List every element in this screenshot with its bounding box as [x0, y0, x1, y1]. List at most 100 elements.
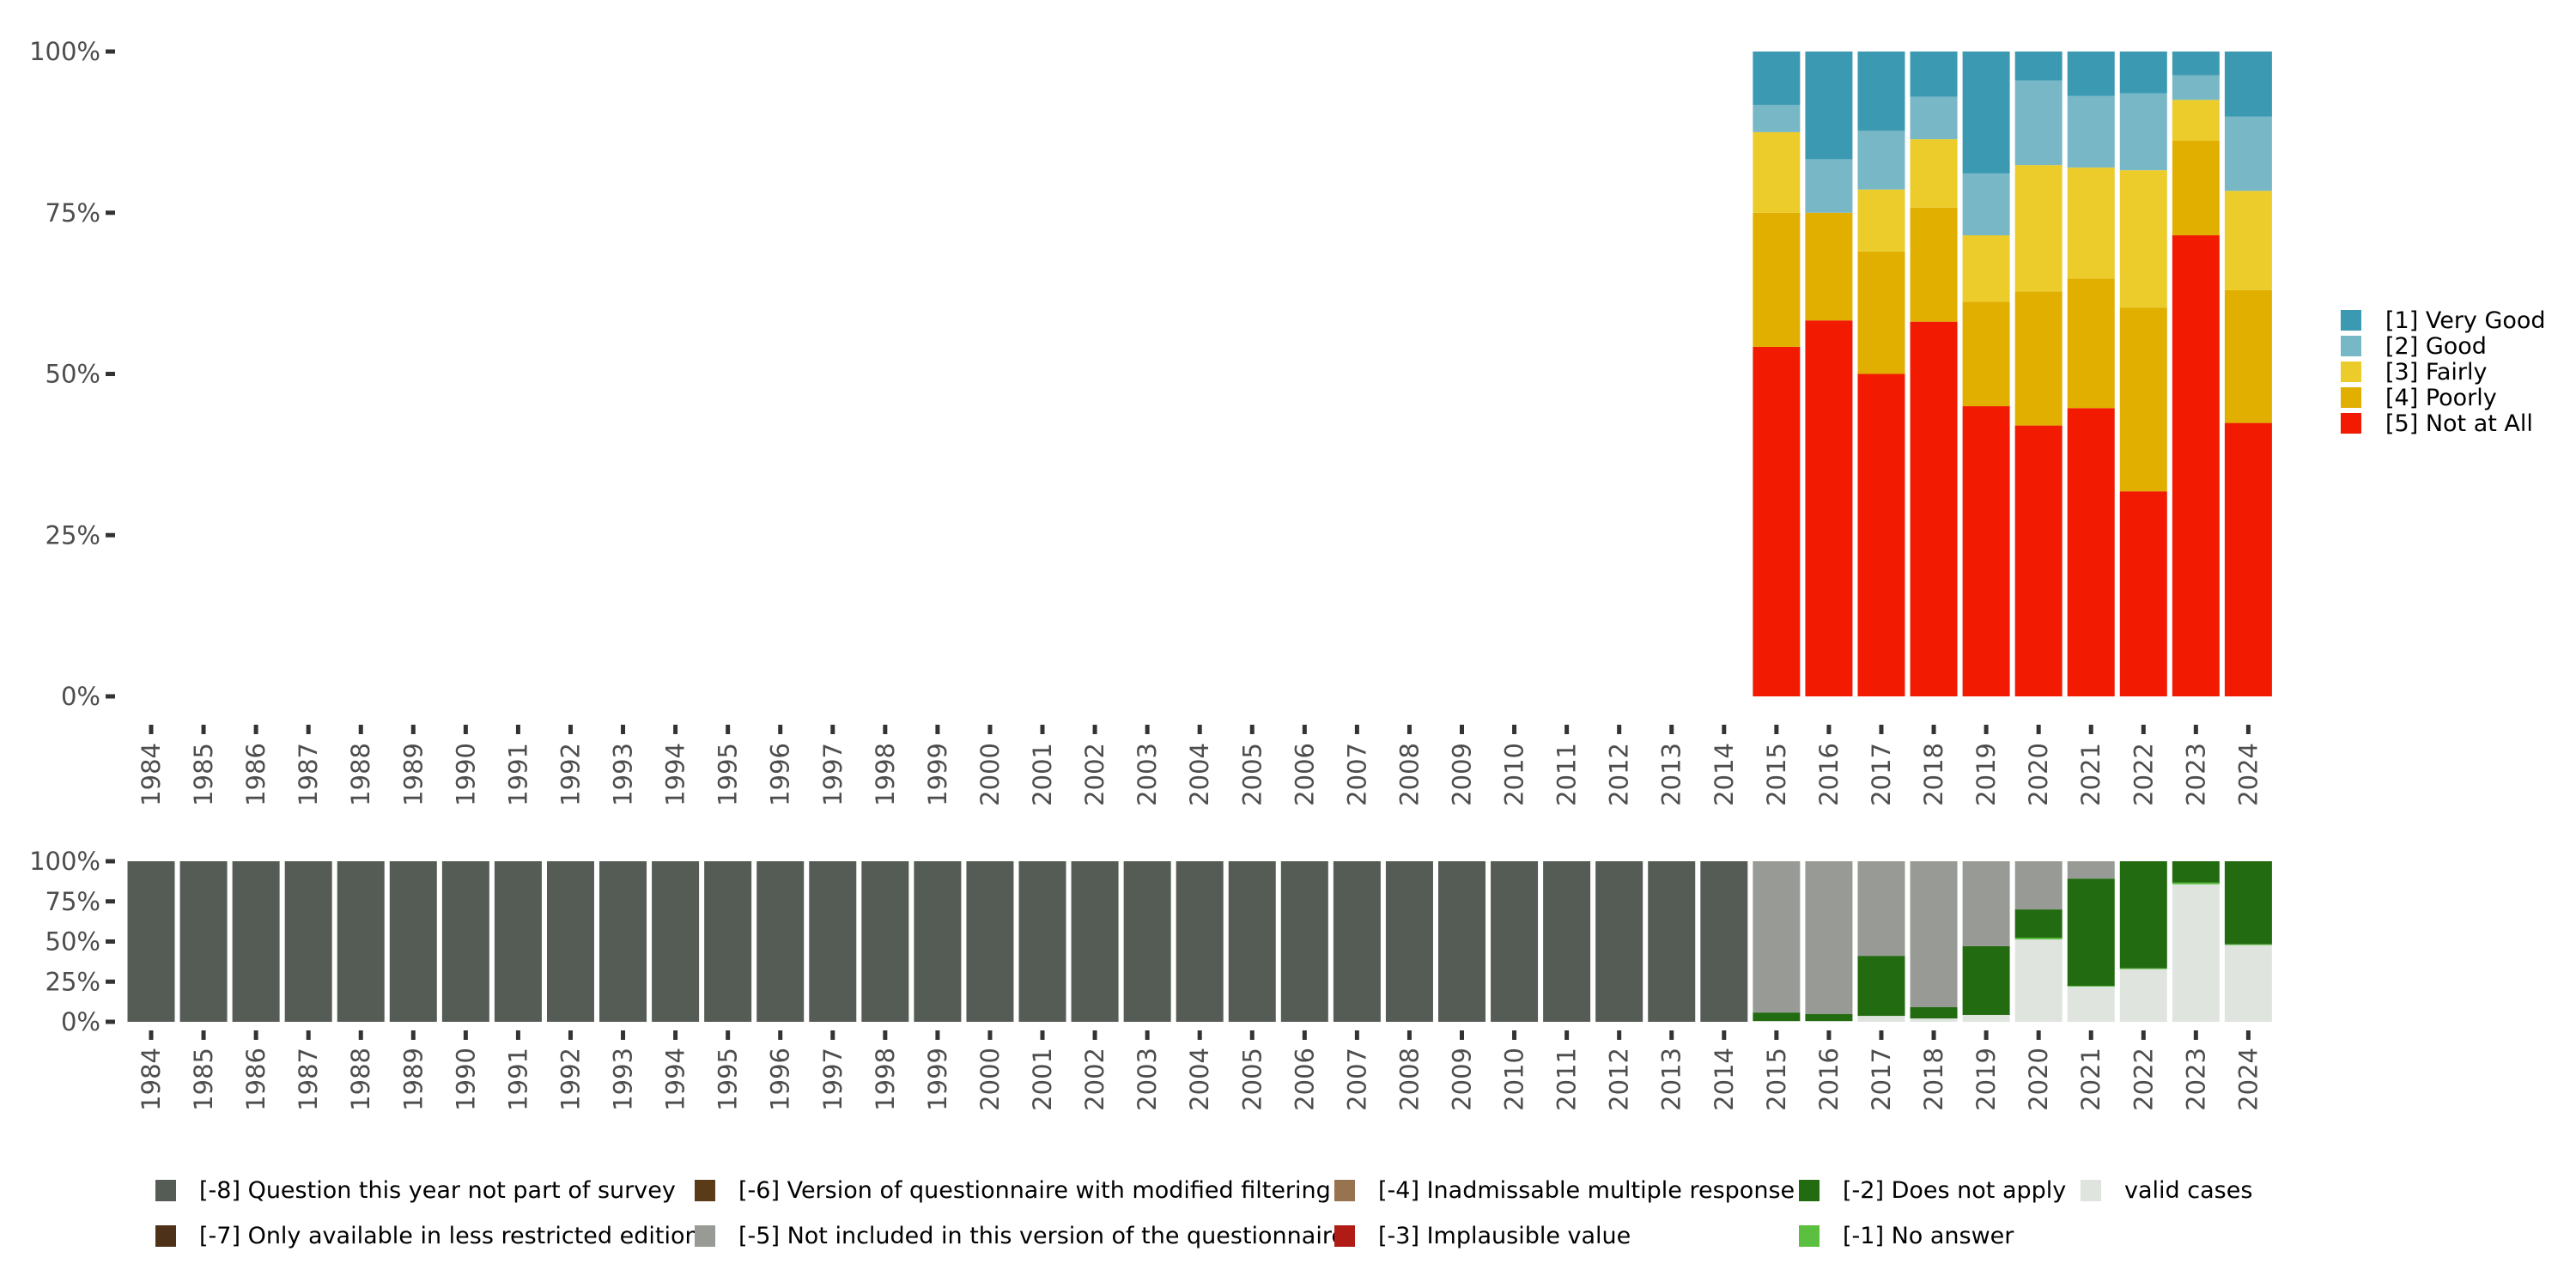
bar-segment-2017-s2	[1857, 189, 1905, 252]
bar-segment-2020-s4	[2014, 52, 2063, 81]
legend-label: [-6] Version of questionnaire with modif…	[738, 1177, 1331, 1204]
bar-segment-2021-s4	[2067, 52, 2115, 96]
bar-segment-2011-s8	[1543, 861, 1591, 1022]
bar-segment-2015-s3	[1753, 105, 1801, 132]
bar-segment-2020-s0	[2014, 425, 2063, 696]
x-tick-label: 1989	[398, 743, 428, 806]
bar-segment-1986-s8	[232, 861, 280, 1022]
bar-segment-2018-s2	[1910, 1006, 1958, 1019]
bar-segment-2022-s3	[2119, 93, 2167, 171]
x-tick-label: 2017	[1867, 743, 1896, 806]
x-tick-label: 2006	[1290, 1048, 1319, 1111]
x-tick-label: 2023	[2181, 743, 2210, 806]
bar-segment-2010-s8	[1491, 861, 1539, 1022]
bar-segment-2022-s2	[2119, 170, 2167, 308]
bar-segment-2012-s8	[1595, 861, 1643, 1022]
x-tick-label: 2002	[1080, 1048, 1109, 1111]
legend-swatch	[695, 1225, 715, 1247]
bar-segment-2021-s0	[2067, 987, 2115, 1022]
bar-segment-2015-s2	[1753, 131, 1801, 213]
bar-segment-1988-s8	[337, 861, 385, 1022]
x-tick-label: 2012	[1605, 1048, 1634, 1111]
bar-segment-2023-s0	[2172, 884, 2220, 1022]
x-tick-label: 2007	[1342, 743, 1371, 806]
bar-segment-2014-s8	[1700, 861, 1748, 1022]
bar-segment-2023-s2	[2172, 861, 2220, 883]
x-tick-label: 1985	[189, 1048, 218, 1111]
legend-swatch	[155, 1225, 176, 1247]
bar-segment-1997-s8	[809, 861, 857, 1022]
bar-segment-2016-s5	[1805, 861, 1853, 1015]
x-tick-label: 2019	[1971, 743, 2001, 806]
legend-swatch	[1334, 1180, 1355, 1201]
x-tick-label: 2000	[975, 743, 1005, 806]
legend-swatch	[695, 1180, 715, 1201]
bar-segment-2022-s2	[2119, 861, 2167, 969]
bar-segment-2016-s0	[1805, 320, 1853, 696]
x-tick-label: 2005	[1237, 1048, 1267, 1111]
y-tick-label: 0%	[61, 682, 100, 711]
bar-segment-2022-s0	[2119, 969, 2167, 1022]
bar-segment-2018-s2	[1910, 139, 1958, 208]
x-tick-label: 2015	[1762, 743, 1791, 806]
bar-segment-2023-s3	[2172, 75, 2220, 100]
bar-segment-2024-s0	[2224, 422, 2272, 696]
bar-segment-2015-s1	[1753, 212, 1801, 347]
x-tick-label: 2012	[1605, 743, 1634, 806]
bar-segment-1994-s8	[652, 861, 700, 1022]
bar-segment-2015-s5	[1753, 861, 1801, 1013]
bar-segment-2018-s0	[1910, 321, 1958, 696]
legend-label: [-3] Implausible value	[1378, 1223, 1631, 1249]
bar-segment-2004-s8	[1176, 861, 1224, 1022]
x-tick-label: 1988	[346, 1048, 375, 1111]
bar-segment-2018-s4	[1910, 52, 1958, 97]
bar-segment-2022-s4	[2119, 52, 2167, 94]
x-tick-label: 1996	[766, 743, 795, 806]
x-tick-label: 2007	[1342, 1048, 1371, 1111]
legend-right: [1] Very Good[2] Good[3] Fairly[4] Poorl…	[2341, 307, 2546, 437]
bar-segment-2019-s0	[1962, 1014, 2010, 1022]
bar-segment-1996-s8	[756, 861, 805, 1022]
legend-swatch	[2341, 387, 2361, 408]
bar-segment-2016-s1	[1805, 212, 1853, 321]
y-tick-label: 25%	[46, 520, 100, 550]
bar-segment-2019-s2	[1962, 945, 2010, 1015]
bar-segment-2023-s1	[2172, 140, 2220, 236]
bar-segment-2024-s1	[2224, 289, 2272, 423]
legend-swatch	[2341, 361, 2361, 382]
bar-segment-1998-s8	[861, 861, 909, 1022]
bar-segment-2017-s0	[1857, 1016, 1905, 1022]
x-tick-label: 2016	[1814, 743, 1844, 806]
bar-segment-2024-s0	[2224, 945, 2272, 1022]
bar-segment-2021-s1	[2067, 278, 2115, 409]
x-tick-label: 2024	[2233, 1048, 2263, 1111]
bar-segment-2019-s0	[1962, 406, 2010, 696]
bar-segment-2020-s1	[2014, 938, 2063, 940]
x-tick-label: 1995	[714, 743, 743, 806]
x-tick-label: 2020	[2024, 1048, 2053, 1111]
x-tick-label: 1984	[137, 743, 166, 806]
bar-segment-2017-s5	[1857, 861, 1905, 957]
x-tick-label: 2014	[1710, 1048, 1739, 1111]
y-tick-label: 50%	[46, 360, 100, 389]
bar-segment-2020-s0	[2014, 939, 2063, 1022]
bar-segment-2006-s8	[1280, 861, 1328, 1022]
legend-swatch	[2341, 336, 2361, 356]
y-tick-label: 75%	[46, 198, 100, 228]
y-tick-label: 100%	[29, 37, 100, 66]
x-tick-label: 1990	[451, 1048, 480, 1111]
x-tick-label: 1997	[818, 743, 848, 806]
bar-segment-2024-s4	[2224, 52, 2272, 117]
bar-segment-2020-s3	[2014, 80, 2063, 166]
bar-segment-2016-s3	[1805, 159, 1853, 213]
x-tick-label: 1986	[241, 1048, 270, 1111]
x-tick-label: 2004	[1185, 1048, 1214, 1111]
bar-segment-1990-s8	[441, 861, 489, 1022]
x-tick-label: 2003	[1133, 1048, 1162, 1111]
legend-label: [4] Poorly	[2385, 385, 2497, 411]
bar-segment-2019-s2	[1962, 235, 2010, 302]
x-tick-label: 1996	[766, 1048, 795, 1111]
legend-swatch	[1334, 1225, 1355, 1247]
bar-segment-2021-s2	[2067, 878, 2115, 987]
bar-segment-2001-s8	[1018, 861, 1066, 1022]
